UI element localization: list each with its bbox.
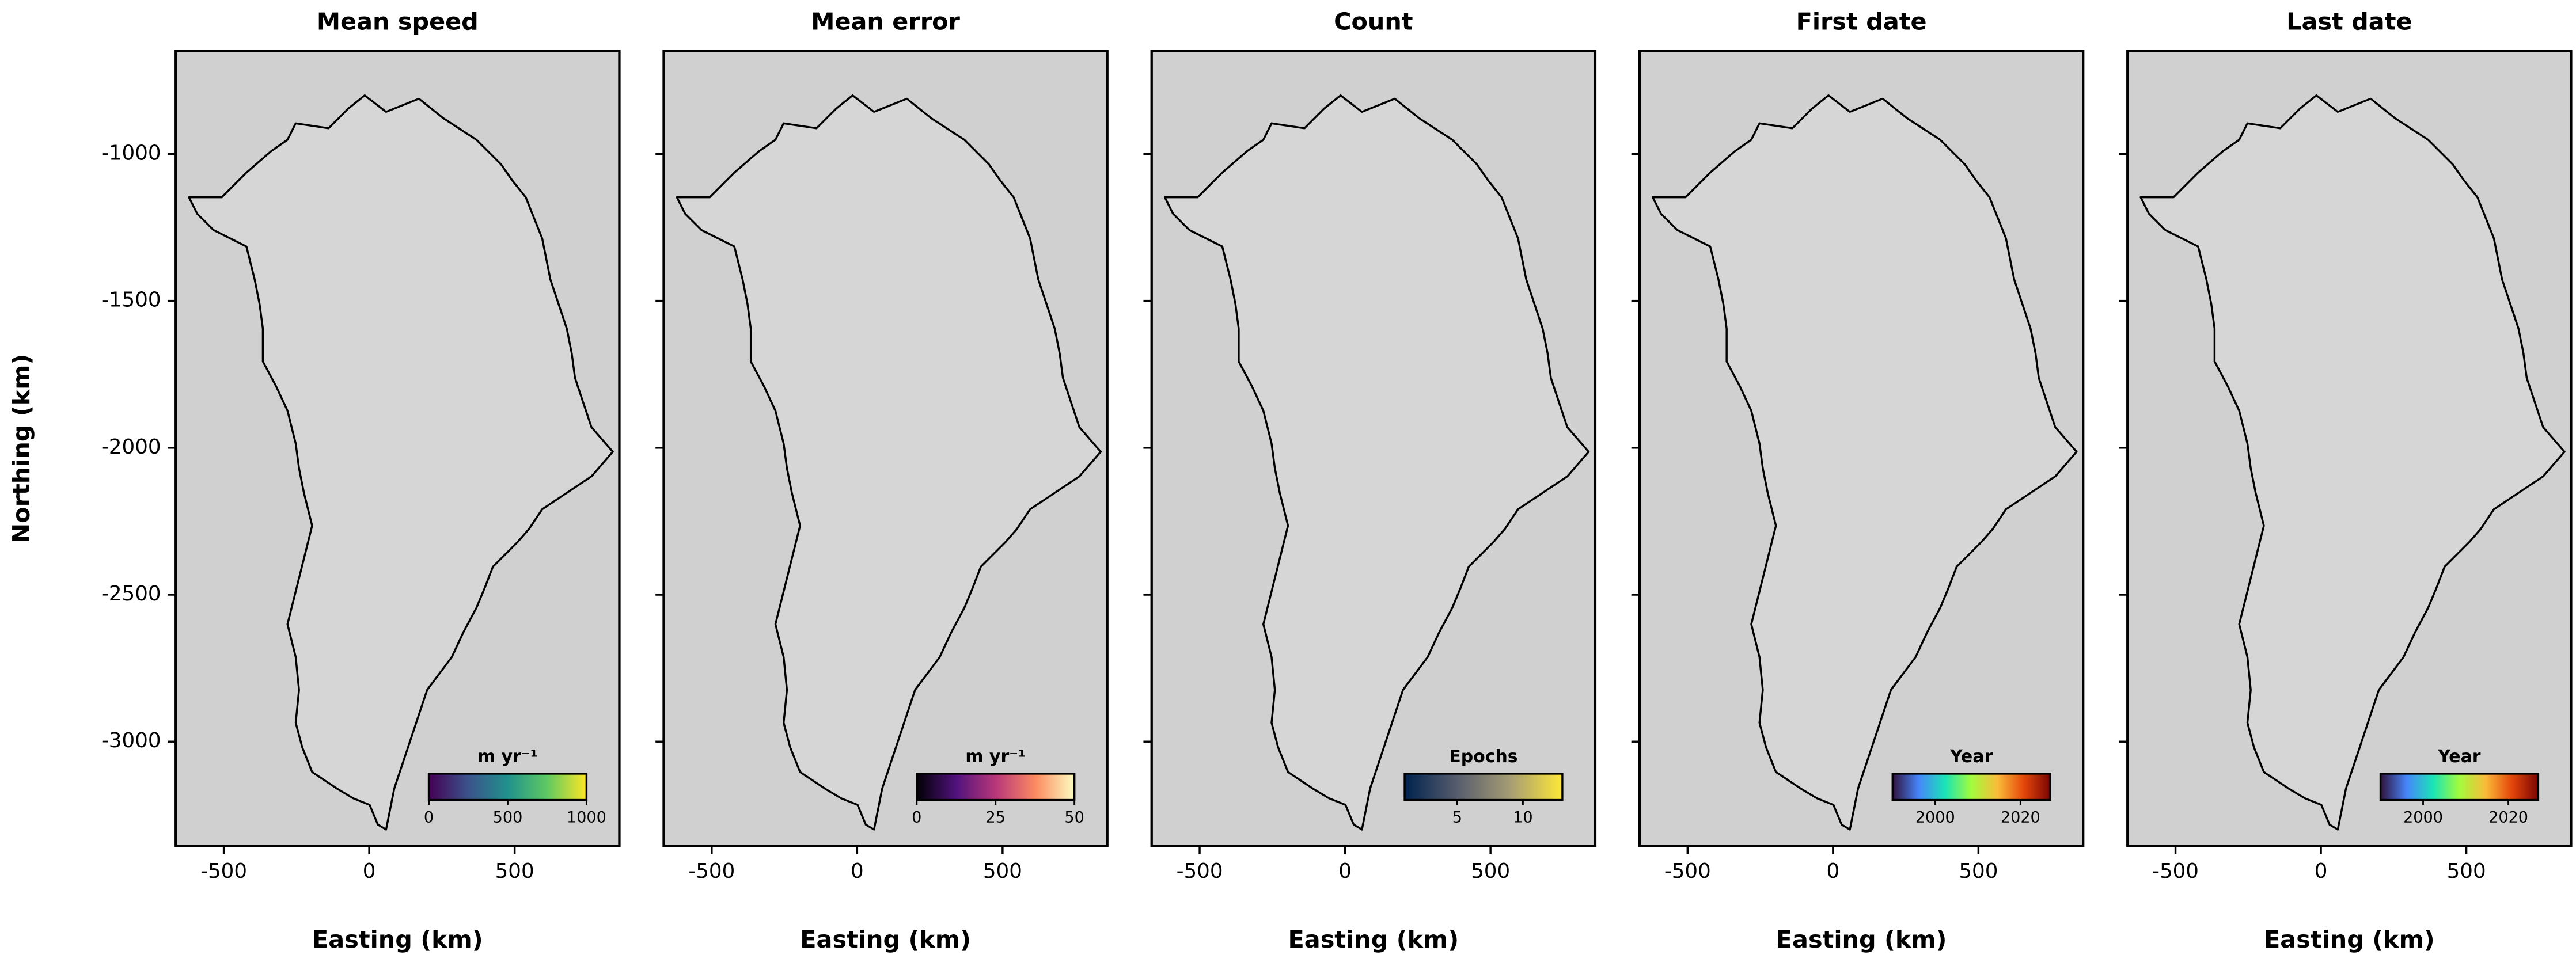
- panel-title: Mean speed: [317, 7, 479, 35]
- panel: Last date -500 0 500 Easting (km) Year 2000 202…: [2119, 7, 2573, 953]
- panel: Mean speed -500 0 500 Easting (km) -1000 -1500…: [7, 7, 621, 953]
- x-tick-label: -500: [2152, 859, 2199, 883]
- colorbar-tick-label: 1000: [567, 808, 606, 826]
- y-tick-label: -3000: [101, 729, 161, 752]
- x-tick-label: -500: [1664, 859, 1711, 883]
- ice-sheet-outline: [188, 94, 614, 831]
- colorbar-tick-label: 0: [912, 808, 921, 826]
- x-axis-label: Easting (km): [312, 926, 483, 953]
- ice-sheet-outline: [2139, 94, 2566, 831]
- colorbar-label: Epochs: [1449, 747, 1517, 767]
- x-axis-label: Easting (km): [1288, 926, 1459, 953]
- colorbar: [2379, 773, 2540, 801]
- x-tick-label: -500: [688, 859, 735, 883]
- colorbar-tick-label: 25: [985, 808, 1005, 826]
- colorbar-label: m yr⁻¹: [477, 747, 538, 767]
- colorbar-label: Year: [2437, 747, 2480, 767]
- colorbar-tick-label: 2020: [2001, 808, 2040, 826]
- x-tick-label: 500: [1471, 859, 1510, 883]
- panel: Mean error -500 0 500 Easting (km) m yr⁻¹ 0 25 5…: [655, 7, 1109, 953]
- colorbar-tick-label: 2000: [2403, 808, 2443, 826]
- colorbar-label: Year: [1949, 747, 1993, 767]
- panel-title: Count: [1334, 7, 1413, 35]
- y-tick-label: -2500: [101, 582, 161, 606]
- ice-sheet-outline: [676, 94, 1102, 831]
- colorbar-tick-label: 5: [1452, 808, 1462, 826]
- colorbar-tick-label: 2000: [1915, 808, 1955, 826]
- x-axis-label: Easting (km): [2264, 926, 2435, 953]
- y-tick-label: -2000: [101, 435, 161, 459]
- y-tick-label: -1000: [101, 141, 161, 165]
- colorbar-tick-label: 10: [1513, 808, 1532, 826]
- x-tick-label: 0: [1826, 859, 1839, 883]
- x-tick-label: 500: [2447, 859, 2486, 883]
- x-tick-label: 500: [983, 859, 1022, 883]
- ice-sheet-outline: [1652, 94, 2078, 831]
- panel-title: First date: [1796, 7, 1927, 35]
- colorbar-tick-label: 2020: [2488, 808, 2528, 826]
- panel-title: Mean error: [811, 7, 960, 35]
- colorbar-tick-label: 50: [1064, 808, 1084, 826]
- panel: First date -500 0 500 Easting (km) Year 2000 20…: [1631, 7, 2085, 953]
- colorbar: [1403, 773, 1564, 801]
- colorbar-label: m yr⁻¹: [965, 747, 1026, 767]
- colorbar-tick-label: 500: [493, 808, 523, 826]
- y-axis-label: Northing (km): [7, 354, 35, 543]
- y-tick-label: -1500: [101, 288, 161, 312]
- x-axis-label: Easting (km): [800, 926, 971, 953]
- colorbar: [427, 773, 588, 801]
- x-tick-label: 0: [363, 859, 376, 883]
- colorbar-tick-label: 0: [424, 808, 434, 826]
- panel: Count -500 0 500 Easting (km) Epochs 5 10: [1143, 7, 1597, 953]
- colorbar: [916, 773, 1076, 801]
- x-tick-label: -500: [200, 859, 247, 883]
- x-tick-label: -500: [1177, 859, 1223, 883]
- x-axis-label: Easting (km): [1776, 926, 1947, 953]
- ice-sheet-outline: [1163, 94, 1590, 831]
- x-tick-label: 0: [2315, 859, 2328, 883]
- colorbar: [1891, 773, 2051, 801]
- panel-title: Last date: [2286, 7, 2412, 35]
- x-tick-label: 500: [495, 859, 534, 883]
- x-tick-label: 0: [1338, 859, 1352, 883]
- x-tick-label: 500: [1959, 859, 1998, 883]
- x-tick-label: 0: [851, 859, 864, 883]
